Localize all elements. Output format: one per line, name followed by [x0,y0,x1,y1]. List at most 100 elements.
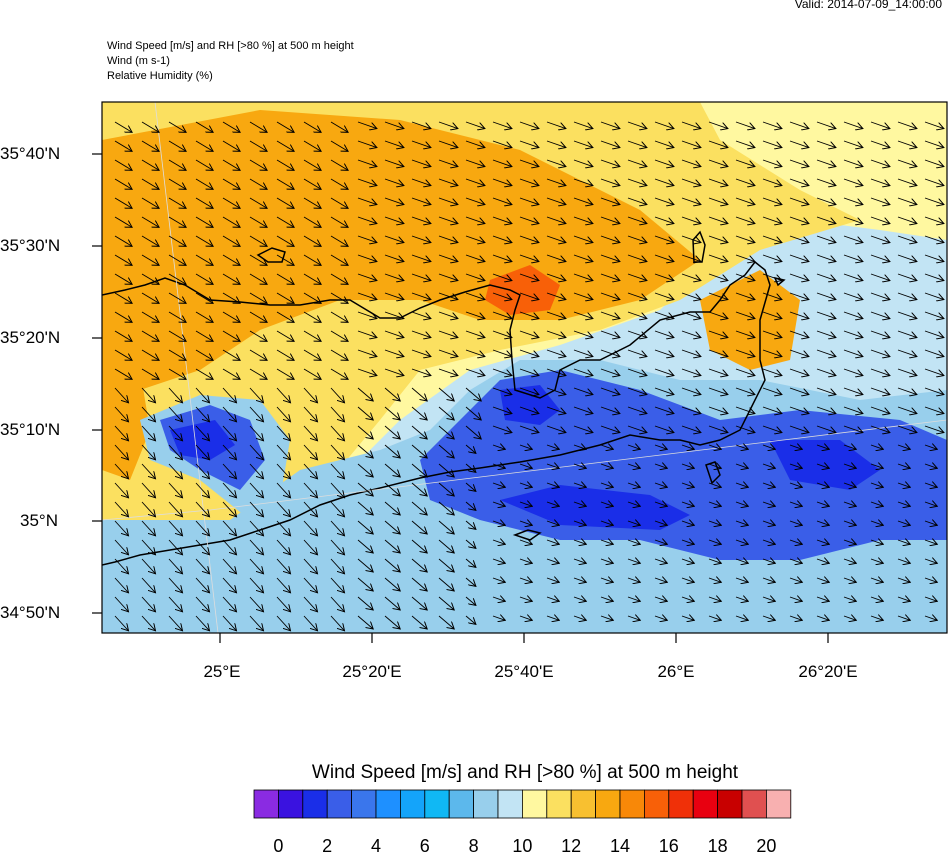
wind-arrow [411,425,427,439]
wind-arrow [924,140,944,148]
wind-arrow [924,311,944,319]
wind-arrow [141,159,159,170]
wind-arrow [303,425,318,441]
wind-arrow [141,292,159,303]
wind-arrow [249,178,267,189]
wind-arrow [573,273,593,281]
wind-arrow [897,349,917,357]
wind-arrow [789,121,809,129]
wind-arrow [411,558,427,572]
wind-arrow [546,178,566,186]
wind-arrow [708,616,721,620]
wind-arrow [141,425,156,441]
wind-arrow [762,521,775,525]
wind-arrow [546,464,559,468]
wind-arrow [492,235,512,243]
wind-arrow [519,216,539,224]
wind-arrow [681,387,701,395]
wind-arrow [438,539,454,553]
lat-label-6: 34°50'N [0,603,61,622]
rh-subtitle: Relative Humidity (%) [107,70,213,82]
wind-arrow [492,197,512,205]
wind-arrow [384,159,404,167]
wind-arrow [789,292,809,300]
wind-arrow [870,178,890,186]
wind-arrow [411,197,431,205]
wind-arrow [627,368,647,376]
wind-arrow [708,178,728,186]
wind-arrow [789,502,802,506]
wind-arrow [519,559,532,563]
wind-arrow [357,577,373,591]
wind-arrow [330,235,348,246]
wind-arrow [519,121,539,129]
wind-arrow [249,463,264,479]
wind-arrow [681,254,701,262]
wind-arrow [249,406,264,422]
wind-arrow [141,273,159,284]
wind-arrow [654,559,667,563]
wind-arrow [843,616,856,620]
wind-arrow [519,425,539,433]
wind-arrow [411,178,431,186]
wind-arrow [195,311,213,322]
wind-arrow [762,178,782,186]
wind-arrow [627,616,640,620]
wind-arrow [303,349,321,360]
wind-arrow [870,349,890,357]
wind-arrow [384,387,400,401]
wind-arrow [249,520,264,536]
wind-arrow [816,578,829,582]
wind-arrow [897,502,910,506]
wind-arrow [249,254,267,265]
wind-arrow [816,368,836,376]
wind-arrow [411,349,431,357]
wind-arrow [627,540,640,544]
wind-arrow [735,178,755,186]
wind-arrow [681,292,701,300]
wind-arrow [465,406,481,420]
wind-arrow [411,159,431,167]
wind-arrow [816,540,829,544]
wind-arrow [762,406,782,414]
colorbar-swatch [570,789,597,819]
wind-arrow [276,197,294,208]
wind-arrow [600,121,620,129]
wind-arrow [249,444,264,460]
wind-arrow [654,330,674,338]
colorbar-swatch [424,789,450,819]
wind-arrow [411,444,427,458]
wind-arrow [465,349,485,357]
wind-arrow [276,178,294,189]
wind-arrow [843,502,856,506]
wind-arrow [519,483,532,487]
wind-arrow [438,140,458,148]
wind-arrow [600,483,613,487]
wind-arrow [195,216,213,227]
wind-arrow [897,121,917,129]
wind-arrow [276,140,294,151]
colorbar-swatch [326,789,353,819]
wind-arrow [303,596,318,612]
wind-arrow [573,159,593,167]
wind-arrow [924,330,944,338]
wind-arrow [276,216,294,227]
wind-arrow [627,159,647,167]
wind-arrow [600,311,620,319]
wind-arrow [600,368,620,376]
wind-arrow [600,559,613,563]
colorbar-swatch [253,789,279,819]
wind-arrow [492,559,505,563]
wind-arrow [303,121,321,132]
wind-arrow [870,406,890,414]
wind-arrow [303,368,321,379]
wind-arrow [816,121,836,129]
wind-arrow [168,368,186,379]
wind-arrow [843,216,863,224]
wind-arrow [276,349,294,360]
wind-arrow [276,615,291,631]
wind-arrow [465,330,485,338]
wind-arrow [222,216,240,227]
wind-arrow [357,482,373,496]
wind-arrow [816,311,836,319]
